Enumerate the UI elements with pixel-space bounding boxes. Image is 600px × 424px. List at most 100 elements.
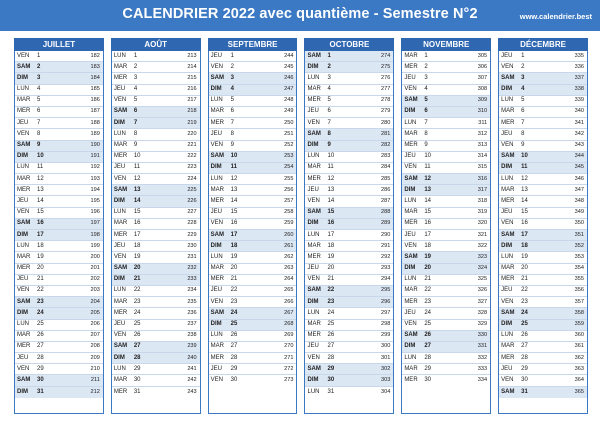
day-row: JEU 1 335 [499, 51, 587, 63]
day-quantieme: 343 [574, 142, 584, 148]
day-row: DIM 23 296 [305, 297, 394, 309]
day-quantieme: 216 [187, 86, 197, 93]
day-number: 6 [133, 108, 138, 115]
day-row: LUN 12 255 [208, 174, 297, 186]
day-quantieme: 291 [380, 242, 391, 249]
day-number: 3 [521, 74, 525, 81]
day-name: VEN [404, 86, 417, 93]
day-name: LUN [501, 253, 514, 260]
day-name: VEN [210, 63, 223, 70]
day-number: 10 [424, 153, 431, 160]
day-quantieme: 243 [187, 388, 197, 395]
day-row: LUN 15 227 [111, 207, 200, 219]
day-name: SAM [113, 108, 128, 115]
day-name: JEU [17, 119, 29, 126]
day-name: VEN [17, 209, 30, 216]
day-row: VEN 12 224 [111, 174, 200, 186]
day-quantieme: 208 [90, 343, 100, 350]
day-row: SAM 13 225 [111, 185, 200, 197]
day-row: MAR 13 256 [208, 185, 297, 197]
day-number: 1 [133, 52, 138, 59]
month-column: OCTOBRE SAM 1 274 DIM 2 275 LUN 3 276 MAR 4 277 MER 5 2… [304, 38, 395, 414]
day-row: LUN 10 283 [305, 151, 394, 163]
day-name: MER [307, 97, 321, 104]
day-quantieme: 300 [380, 343, 391, 350]
day-row: LUN 14 318 [402, 196, 491, 208]
day-number: 2 [521, 63, 525, 70]
day-number: 6 [424, 108, 428, 115]
day-name: LUN [113, 52, 126, 59]
day-number: 18 [133, 242, 141, 249]
day-name: SAM [113, 186, 128, 193]
day-name: VEN [501, 142, 514, 148]
day-number: 20 [327, 265, 335, 272]
day-name: MAR [501, 186, 515, 193]
day-number: 15 [133, 209, 141, 216]
day-number: 25 [327, 321, 335, 327]
day-name: LUN [501, 97, 514, 104]
day-name: JEU [17, 276, 29, 283]
day-row: MER 14 257 [208, 196, 297, 208]
day-row: VEN 23 266 [208, 297, 297, 309]
day-number: 4 [230, 86, 234, 93]
day-quantieme: 263 [284, 265, 294, 272]
day-quantieme: 188 [90, 119, 100, 126]
day-number: 22 [37, 287, 44, 294]
month-header: JUILLET [14, 38, 104, 51]
day-row: DIM 11 254 [208, 162, 297, 175]
day-row: SAM 8 281 [305, 129, 394, 141]
day-row: LUN 7 311 [402, 118, 491, 130]
day-quantieme: 354 [574, 265, 584, 272]
day-quantieme: 279 [380, 108, 391, 115]
day-quantieme: 328 [477, 309, 488, 316]
day-row: MER 20 201 [15, 263, 103, 275]
day-row: SAM 2 183 [15, 62, 103, 74]
day-row: LUN 17 290 [305, 230, 394, 242]
day-row: MAR 27 270 [208, 341, 297, 354]
day-number: 9 [230, 142, 234, 148]
day-row: DIM 4 338 [499, 84, 587, 96]
day-quantieme: 314 [477, 153, 488, 160]
day-number: 19 [230, 253, 238, 260]
day-quantieme: 309 [477, 97, 488, 104]
day-quantieme: 306 [477, 63, 488, 70]
month-column: NOVEMBRE MAR 1 305 MER 2 306 JEU 3 307 VEN 4 308 SAM 5… [401, 38, 492, 414]
day-number: 24 [37, 309, 44, 316]
day-number: 27 [230, 343, 238, 350]
day-name: DIM [307, 220, 319, 227]
day-quantieme: 292 [380, 253, 391, 260]
day-name: MER [17, 343, 31, 350]
day-quantieme: 182 [90, 52, 100, 59]
day-name: MAR [210, 186, 224, 193]
day-quantieme: 184 [90, 74, 100, 81]
day-number: 20 [133, 265, 141, 272]
day-name: JEU [501, 287, 513, 294]
day-row: JEU 18 230 [111, 241, 200, 253]
day-name: VEN [501, 298, 514, 305]
day-row: DIM 18 352 [499, 241, 587, 253]
day-number: 25 [230, 321, 238, 327]
day-row: MAR 25 298 [305, 319, 394, 331]
day-quantieme: 336 [574, 63, 584, 70]
day-quantieme: 280 [380, 119, 391, 126]
day-row: SAM 3 246 [208, 73, 297, 85]
day-number: 22 [230, 287, 238, 294]
day-number: 11 [521, 164, 528, 171]
day-row: JEU 21 202 [15, 274, 103, 286]
day-name: SAM [210, 74, 224, 81]
day-row: DIM 30 303 [305, 375, 394, 387]
day-quantieme: 262 [284, 253, 294, 260]
day-row: SAM 22 295 [305, 285, 394, 298]
day-name: DIM [17, 74, 28, 81]
day-number: 30 [37, 376, 44, 383]
day-row: SAM 31 365 [499, 386, 587, 398]
day-quantieme: 340 [574, 108, 584, 115]
day-name: SAM [404, 175, 418, 182]
day-quantieme: 286 [380, 186, 391, 193]
day-name: VEN [307, 354, 320, 361]
day-name: JEU [210, 130, 222, 137]
day-number: 14 [327, 197, 335, 204]
day-quantieme: 307 [477, 74, 488, 81]
day-row: VEN 8 189 [15, 129, 103, 141]
day-row: MER 21 355 [499, 274, 587, 286]
